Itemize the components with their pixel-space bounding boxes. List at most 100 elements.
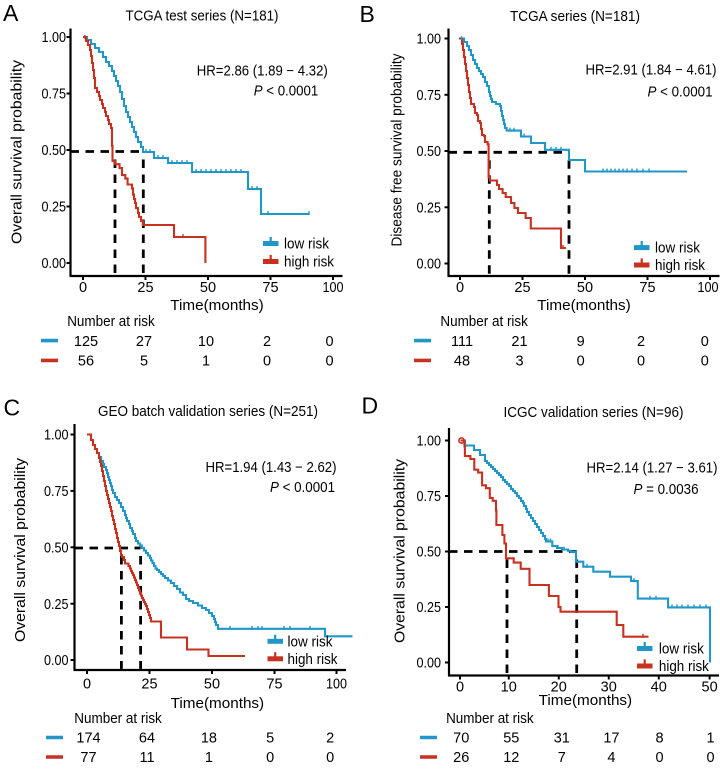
svg-text:1.00: 1.00 <box>417 434 442 450</box>
svg-text:Number at risk: Number at risk <box>67 314 155 330</box>
svg-text:0: 0 <box>266 750 274 766</box>
svg-text:0: 0 <box>456 280 464 296</box>
svg-text:high risk: high risk <box>655 258 706 274</box>
svg-text:A: A <box>3 0 19 26</box>
svg-text:64: 64 <box>139 731 155 747</box>
svg-text:low risk: low risk <box>655 241 701 257</box>
svg-text:111: 111 <box>451 334 473 350</box>
svg-text:174: 174 <box>76 731 100 747</box>
svg-text:high risk: high risk <box>284 255 335 271</box>
svg-text:56: 56 <box>78 354 94 370</box>
svg-text:0.00: 0.00 <box>44 653 69 669</box>
svg-text:18: 18 <box>201 731 217 747</box>
svg-text:0.50: 0.50 <box>417 545 442 561</box>
svg-text:1.00: 1.00 <box>44 428 69 444</box>
svg-text:0.00: 0.00 <box>417 656 442 672</box>
svg-text:Number at risk: Number at risk <box>74 711 162 727</box>
svg-text:11: 11 <box>139 750 154 766</box>
svg-text:100: 100 <box>326 677 347 693</box>
svg-text:HR=2.14 (1.27 − 3.61): HR=2.14 (1.27 − 3.61) <box>587 461 718 477</box>
svg-text:77: 77 <box>80 750 96 766</box>
svg-text:17: 17 <box>603 731 619 747</box>
svg-text:0: 0 <box>79 280 87 296</box>
svg-text:0.75: 0.75 <box>44 484 69 500</box>
svg-text:Overall survival probability: Overall survival probability <box>393 458 409 643</box>
svg-text:75: 75 <box>266 677 282 693</box>
svg-text:high risk: high risk <box>659 659 710 675</box>
svg-text:0: 0 <box>263 354 271 370</box>
svg-text:1: 1 <box>706 731 714 747</box>
svg-text:0.25: 0.25 <box>42 200 67 216</box>
svg-text:0.75: 0.75 <box>417 88 442 104</box>
svg-text:low risk: low risk <box>659 642 705 658</box>
svg-text:0: 0 <box>325 354 333 370</box>
svg-text:P < 0.0001: P < 0.0001 <box>648 85 713 101</box>
svg-text:0.25: 0.25 <box>417 201 442 217</box>
svg-text:C: C <box>4 395 21 421</box>
svg-text:1.00: 1.00 <box>417 32 442 48</box>
svg-text:0.25: 0.25 <box>417 600 442 616</box>
svg-text:HR=2.86 (1.89 − 4.32): HR=2.86 (1.89 − 4.32) <box>197 64 328 80</box>
svg-text:ICGC validation series (N=96): ICGC validation series (N=96) <box>504 405 684 421</box>
svg-text:55: 55 <box>503 731 519 747</box>
svg-text:P < 0.0001: P < 0.0001 <box>254 84 319 100</box>
svg-text:HR=2.91 (1.84 − 4.61): HR=2.91 (1.84 − 4.61) <box>586 63 717 79</box>
svg-text:9: 9 <box>577 334 585 350</box>
svg-text:Number at risk: Number at risk <box>446 711 534 727</box>
svg-text:0: 0 <box>701 334 709 350</box>
svg-text:50: 50 <box>204 677 220 693</box>
svg-text:Overall survival probability: Overall survival probability <box>13 457 29 642</box>
svg-text:50: 50 <box>577 280 593 296</box>
svg-text:low risk: low risk <box>288 634 334 650</box>
svg-text:2: 2 <box>326 731 334 747</box>
svg-text:1: 1 <box>205 750 213 766</box>
svg-text:0.25: 0.25 <box>44 597 69 613</box>
svg-text:P < 0.0001: P < 0.0001 <box>270 480 335 496</box>
svg-text:GEO batch validation series (N: GEO batch validation series (N=251) <box>98 404 318 420</box>
svg-text:0.50: 0.50 <box>44 541 69 557</box>
svg-text:0: 0 <box>577 354 585 370</box>
svg-text:25: 25 <box>137 280 153 296</box>
svg-text:2: 2 <box>263 334 271 350</box>
svg-text:8: 8 <box>655 731 663 747</box>
svg-text:4: 4 <box>607 750 615 766</box>
svg-text:0.00: 0.00 <box>42 256 67 272</box>
svg-text:0.50: 0.50 <box>417 144 442 160</box>
svg-text:5: 5 <box>266 731 274 747</box>
svg-text:21: 21 <box>511 334 527 350</box>
svg-text:Overall survival probability: Overall survival probability <box>10 59 26 244</box>
svg-text:TCGA test series (N=181): TCGA test series (N=181) <box>126 9 279 25</box>
svg-text:high risk: high risk <box>288 652 339 668</box>
svg-text:Time(months): Time(months) <box>539 693 633 709</box>
svg-text:25: 25 <box>141 677 157 693</box>
svg-text:0.50: 0.50 <box>42 143 67 159</box>
svg-text:Time(months): Time(months) <box>537 298 631 314</box>
svg-text:0: 0 <box>706 750 714 766</box>
svg-text:70: 70 <box>453 731 469 747</box>
svg-text:0: 0 <box>325 334 333 350</box>
svg-text:100: 100 <box>698 280 719 296</box>
svg-text:7: 7 <box>558 750 566 766</box>
svg-text:B: B <box>360 1 375 27</box>
svg-text:5: 5 <box>140 354 148 370</box>
svg-text:1: 1 <box>202 354 210 370</box>
svg-text:27: 27 <box>136 334 152 350</box>
svg-text:50: 50 <box>200 280 216 296</box>
svg-text:Time(months): Time(months) <box>170 298 264 314</box>
svg-text:D: D <box>362 393 379 419</box>
svg-text:100: 100 <box>323 280 344 296</box>
svg-text:20: 20 <box>551 680 567 696</box>
svg-text:Time(months): Time(months) <box>171 696 265 712</box>
svg-text:12: 12 <box>503 750 519 766</box>
svg-text:0: 0 <box>326 750 334 766</box>
svg-text:0: 0 <box>637 354 645 370</box>
svg-text:10: 10 <box>198 334 214 350</box>
svg-text:10: 10 <box>501 680 517 696</box>
svg-text:48: 48 <box>454 354 470 370</box>
svg-text:HR=1.94 (1.43 − 2.62): HR=1.94 (1.43 − 2.62) <box>206 460 337 476</box>
svg-text:0: 0 <box>655 750 663 766</box>
svg-text:0: 0 <box>83 677 91 693</box>
svg-text:0.75: 0.75 <box>417 489 442 505</box>
svg-text:2: 2 <box>637 334 645 350</box>
svg-text:P = 0.0036: P = 0.0036 <box>634 482 699 498</box>
